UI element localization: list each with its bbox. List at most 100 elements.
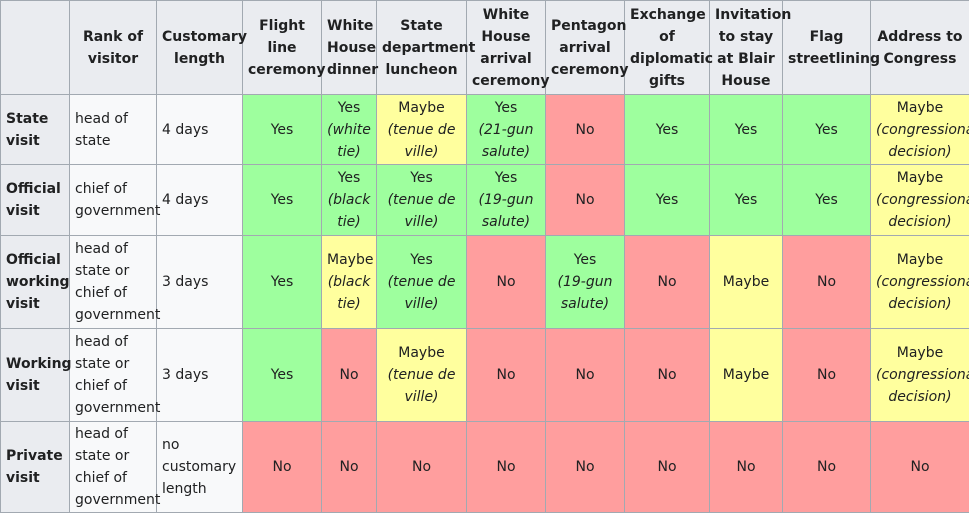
status-cell-no: No [783,422,871,513]
column-header: Flight line ceremony [243,1,322,95]
status-value: No [339,459,358,475]
status-value: Yes [338,170,361,186]
status-cell-no: No [783,236,871,329]
status-note: (19-gun salute) [479,192,534,230]
status-cell-no: No [546,329,625,422]
column-header: White House dinner [322,1,377,95]
status-cell-no: No [546,422,625,513]
rank-of-visitor-cell: head of state or chief of government [70,422,157,513]
column-header: Flag streetlining [783,1,871,95]
status-value: Maybe [897,170,943,186]
customary-length-cell: 4 days [157,95,243,165]
customary-length-cell: no customary length [157,422,243,513]
status-cell-yes: Yes(tenue de ville) [377,165,467,236]
status-value: Yes [656,192,679,208]
status-value: No [736,459,755,475]
column-header: Invitation to stay at Blair House [710,1,783,95]
column-header: Customary length [157,1,243,95]
status-cell-no: No [710,422,783,513]
status-cell-yes: Yes (black tie) [322,165,377,236]
status-value: Maybe [897,100,943,116]
status-value: No [339,367,358,383]
status-cell-maybe: Maybe(tenue de ville) [377,329,467,422]
status-value: Maybe [327,252,373,268]
status-cell-yes: Yes (white tie) [322,95,377,165]
status-note: (congressional decision) [876,192,969,230]
status-cell-yes: Yes [243,329,322,422]
status-note: (21-gun salute) [479,122,534,160]
status-cell-no: No [467,422,546,513]
status-cell-no: No [322,422,377,513]
status-note: (tenue de ville) [388,122,456,160]
status-value: Yes [495,100,518,116]
status-value: Maybe [723,274,769,290]
customary-length-cell: 3 days [157,236,243,329]
status-cell-yes: Yes [243,165,322,236]
status-value: Yes [815,122,838,138]
status-cell-no: No [625,329,710,422]
visit-type-header: Official visit [1,165,70,236]
status-note: (tenue de ville) [388,192,456,230]
status-cell-yes: Yes [783,165,871,236]
status-value: No [412,459,431,475]
status-value: No [817,459,836,475]
status-value: Yes [271,122,294,138]
status-value: No [575,367,594,383]
status-value: No [910,459,929,475]
status-cell-no: No [625,236,710,329]
status-value: No [657,459,676,475]
status-cell-maybe: Maybe (congressional decision) [871,95,969,165]
column-header: Exchange of diplomatic gifts [625,1,710,95]
status-value: Yes [735,122,758,138]
status-cell-no: No [546,95,625,165]
status-value: Maybe [398,345,444,361]
status-cell-maybe: Maybe (black tie) [322,236,377,329]
customary-length-cell: 3 days [157,329,243,422]
status-note: (tenue de ville) [388,274,456,312]
status-value: Yes [495,170,518,186]
status-cell-yes: Yes [783,95,871,165]
status-cell-yes: Yes (19-gun salute) [467,165,546,236]
status-cell-yes: Yes(19-gun salute) [546,236,625,329]
status-value: No [817,274,836,290]
status-cell-maybe: Maybe(congressional decision) [871,236,969,329]
status-cell-yes: Yes [243,236,322,329]
status-cell-no: No [546,165,625,236]
status-cell-maybe: Maybe(tenue de ville) [377,95,467,165]
column-header: Pentagon arrival ceremony [546,1,625,95]
status-cell-no: No [871,422,969,513]
status-cell-no: No [625,422,710,513]
visit-type-header: State visit [1,95,70,165]
status-value: No [496,367,515,383]
column-header: Address to Congress [871,1,969,95]
status-value: Yes [271,192,294,208]
status-cell-maybe: Maybe [710,329,783,422]
visit-type-header: Working visit [1,329,70,422]
status-value: Yes [271,367,294,383]
status-value: Yes [338,100,361,116]
status-cell-maybe: Maybe (congressional decision) [871,165,969,236]
visit-type-header: Official working visit [1,236,70,329]
customary-length-cell: 4 days [157,165,243,236]
status-value: No [496,274,515,290]
rank-of-visitor-cell: chief of government [70,165,157,236]
status-note: (black tie) [328,192,371,230]
status-cell-yes: Yes [243,95,322,165]
status-cell-no: No [467,329,546,422]
status-note: (congressional decision) [876,122,969,160]
status-note: (congressional decision) [876,367,969,405]
status-note: (black tie) [328,274,371,312]
status-cell-no: No [377,422,467,513]
status-note: (white tie) [327,122,371,160]
status-value: No [817,367,836,383]
status-value: Yes [410,252,433,268]
status-value: No [496,459,515,475]
status-value: No [657,274,676,290]
status-cell-yes: Yes [625,95,710,165]
